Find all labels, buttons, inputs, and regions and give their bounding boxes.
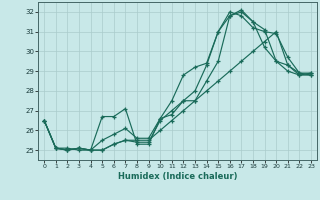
X-axis label: Humidex (Indice chaleur): Humidex (Indice chaleur) [118,172,237,181]
